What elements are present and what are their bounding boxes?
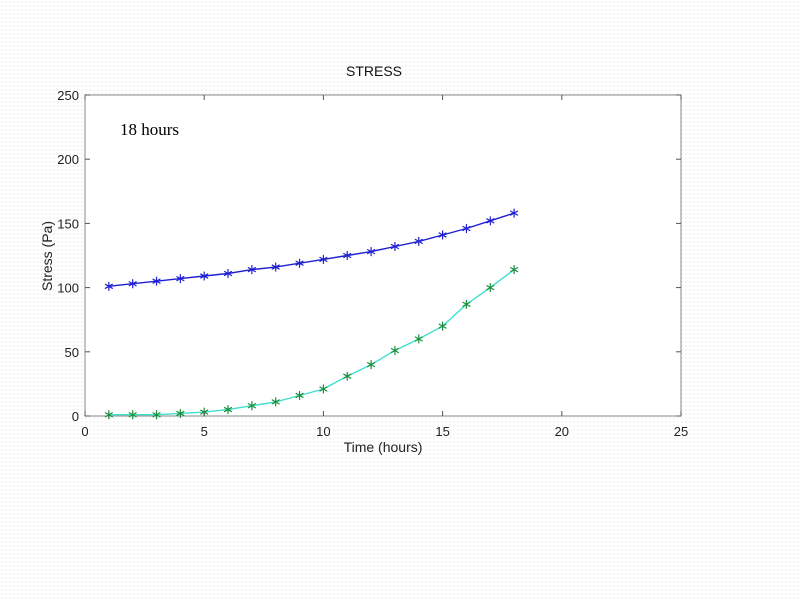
asterisk-stroke	[319, 256, 328, 262]
plot-layer	[104, 208, 519, 420]
asterisk-stroke	[247, 267, 256, 273]
y-tick-label: 0	[72, 409, 79, 424]
y-axis-label: Stress (Pa)	[39, 221, 55, 291]
y-tick-label: 250	[57, 88, 79, 103]
series-1-point	[104, 281, 113, 291]
y-tick-label: 200	[57, 152, 79, 167]
series-1-line	[108, 212, 515, 287]
series-1-point	[343, 250, 352, 261]
series-2-point	[247, 401, 256, 411]
y-tick-label: 150	[57, 216, 79, 231]
asterisk-stroke	[367, 249, 376, 255]
x-tick-label: 20	[555, 424, 569, 439]
series-1-point	[128, 279, 137, 289]
series-1-point	[295, 258, 304, 268]
asterisk-stroke	[486, 285, 495, 291]
asterisk-stroke	[152, 412, 161, 418]
asterisk-stroke	[510, 210, 519, 216]
series-1-point	[223, 268, 233, 279]
asterisk-stroke	[295, 392, 304, 399]
asterisk-stroke	[152, 278, 161, 284]
series-1-point	[152, 276, 161, 286]
asterisk-stroke	[104, 283, 113, 289]
asterisk-stroke	[438, 323, 447, 329]
asterisk-stroke	[343, 252, 352, 259]
asterisk-stroke	[223, 270, 233, 277]
chart-annotation: 18 hours	[120, 120, 179, 139]
series-1-point	[247, 265, 256, 275]
series-1-point	[367, 247, 376, 257]
series-2-point	[462, 299, 471, 309]
series-1-point	[414, 236, 423, 246]
asterisk-stroke	[390, 243, 399, 250]
series-2-point	[510, 265, 519, 275]
asterisk-stroke	[271, 399, 280, 405]
y-tick-label: 100	[57, 281, 79, 296]
asterisk-stroke	[319, 386, 328, 392]
series-2-point	[486, 283, 495, 293]
asterisk-stroke	[247, 403, 256, 409]
asterisk-stroke	[438, 232, 447, 238]
asterisk-stroke	[367, 362, 376, 368]
series-2-point	[223, 404, 233, 415]
series-2-point	[367, 360, 376, 370]
asterisk-stroke	[390, 347, 399, 354]
asterisk-stroke	[104, 412, 113, 418]
series-2-point	[343, 371, 352, 381]
series-2-point	[295, 390, 304, 401]
series-2-point	[271, 397, 280, 407]
x-tick-label: 15	[435, 424, 449, 439]
asterisk-stroke	[510, 267, 519, 273]
asterisk-stroke	[223, 406, 233, 413]
x-axis-label: Time (hours)	[344, 439, 423, 455]
asterisk-stroke	[343, 373, 352, 379]
asterisk-stroke	[462, 225, 471, 232]
series-2-point	[319, 384, 328, 394]
x-tick-label: 25	[674, 424, 688, 439]
series-1-point	[390, 241, 399, 252]
series-2-point	[438, 321, 447, 331]
asterisk-stroke	[414, 238, 423, 244]
series-1-point	[271, 262, 280, 272]
series-1-point	[510, 208, 519, 218]
series-1-point	[176, 274, 185, 284]
asterisk-stroke	[462, 301, 471, 307]
series-1-point	[438, 230, 447, 240]
asterisk-stroke	[414, 336, 423, 342]
series-2-point	[104, 410, 113, 420]
series-2-line	[108, 269, 515, 416]
x-tick-label: 5	[201, 424, 208, 439]
series-2-point	[152, 410, 161, 420]
asterisk-stroke	[128, 281, 137, 287]
series-1-point	[200, 271, 209, 281]
series-1-point	[462, 223, 471, 234]
series-2-point	[414, 334, 423, 344]
series-1-point	[319, 254, 328, 264]
asterisk-stroke	[200, 273, 209, 279]
asterisk-stroke	[128, 412, 137, 418]
y-tick-label: 50	[65, 345, 79, 360]
x-tick-label: 0	[81, 424, 88, 439]
asterisk-stroke	[176, 410, 185, 417]
series-2-point	[176, 408, 185, 419]
plot-area	[84, 94, 682, 417]
series-2-point	[128, 410, 137, 420]
asterisk-stroke	[486, 218, 495, 224]
series-2-point	[390, 345, 399, 356]
asterisk-stroke	[295, 260, 304, 266]
asterisk-stroke	[176, 276, 185, 282]
x-tick-label: 10	[316, 424, 330, 439]
asterisk-stroke	[271, 264, 280, 270]
series-1-point	[486, 216, 495, 226]
chart-title: STRESS	[346, 63, 402, 79]
